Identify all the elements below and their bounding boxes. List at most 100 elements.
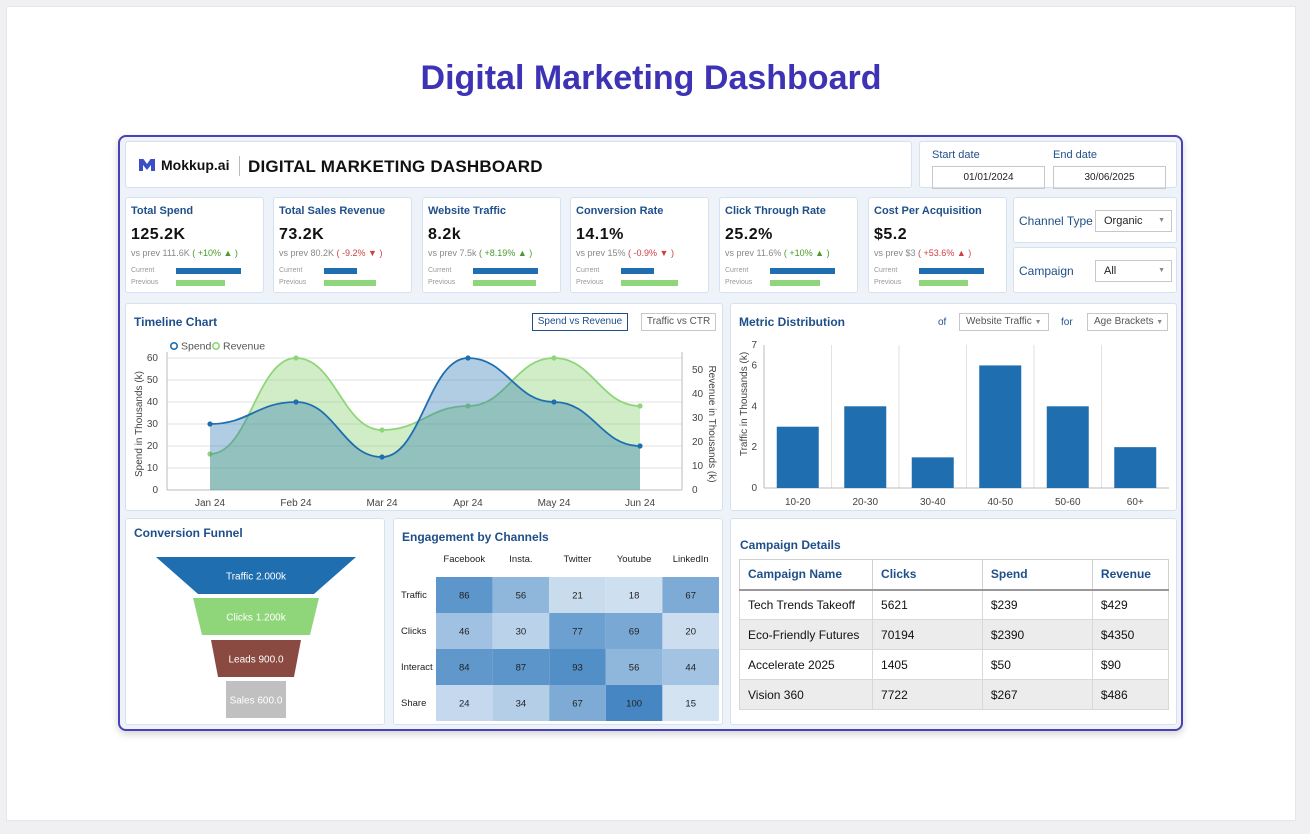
kpi-card-total-spend[interactable]: Total Spend 125.2K vs prev 111.6K ( +10% ▲…: [125, 197, 264, 293]
y-tick-label: 6: [751, 360, 757, 371]
heatmap-cell-value: 15: [685, 699, 696, 710]
table-row[interactable]: Accelerate 2025 1405 $50 $90: [738, 649, 1169, 680]
heatmap-cell-value: 87: [516, 663, 527, 674]
kpi-prev-line: vs prev 11.6% ( +10% ▲ ): [725, 248, 830, 258]
kpi-previous-label: Previous: [725, 279, 753, 286]
revenue-area: [210, 358, 640, 490]
y-tick-label: 4: [751, 401, 757, 412]
dimension-select[interactable]: Age Brackets ▼: [1087, 313, 1168, 331]
bar-30-40: [911, 457, 954, 488]
col-clicks[interactable]: Clicks: [872, 559, 983, 591]
heatmap-cell: [605, 577, 663, 613]
kpi-prev-value: vs prev 7.5k: [428, 248, 477, 258]
cell-spend: $2390: [981, 619, 1093, 650]
heatmap-cell: [436, 685, 493, 721]
start-date-input[interactable]: 01/01/2024: [932, 166, 1045, 189]
col-campaign-name[interactable]: Campaign Name: [738, 559, 874, 591]
kpi-prev-line: vs prev 7.5k ( +8.19% ▲ ): [428, 248, 532, 258]
chevron-down-icon: ▼: [1158, 217, 1165, 224]
cell-revenue: $4350: [1091, 619, 1169, 650]
y-tick-label: 60: [147, 353, 159, 364]
campaign-value: All: [1104, 265, 1117, 277]
logo[interactable]: Mokkup.ai: [138, 157, 229, 173]
dashboard-title: DIGITAL MARKETING DASHBOARD: [248, 157, 543, 176]
campaign-label: Campaign: [1019, 264, 1074, 278]
mokkup-logo-icon: [139, 159, 155, 171]
col-revenue[interactable]: Revenue: [1091, 559, 1169, 591]
campaign-table-viewport[interactable]: Campaign Name Clicks Spend Revenue Tech …: [731, 519, 1169, 724]
kpi-current-label: Current: [725, 267, 749, 274]
kpi-card-conversion-rate[interactable]: Conversion Rate 14.1% vs prev 15% ( -0.9% …: [570, 197, 709, 293]
revenue-line: [209, 357, 641, 455]
kpi-value: $5.2: [874, 226, 908, 243]
traffic-vs-ctr-toggle[interactable]: Traffic vs CTR: [641, 313, 716, 331]
start-date-label: Start date: [932, 149, 980, 161]
legend-marker: [169, 341, 178, 350]
y-tick-label: 20: [147, 441, 159, 452]
revenue-point: [465, 403, 471, 409]
end-date-input[interactable]: 30/06/2025: [1053, 166, 1166, 189]
kpi-previous-label: Previous: [428, 279, 456, 286]
logo-text: Mokkup.ai: [161, 157, 230, 173]
heatmap-cell: [662, 613, 719, 649]
campaign-filter: Campaign All ▼: [1013, 247, 1177, 293]
kpi-change-badge: ( +10% ▲ ): [192, 248, 238, 258]
heatmap-cell: [549, 685, 606, 721]
heatmap-row-label: Interact: [401, 662, 433, 673]
chevron-down-icon: ▼: [1156, 319, 1164, 326]
kpi-card-click-through-rate[interactable]: Click Through Rate 25.2% vs prev 11.6% ( +…: [719, 197, 858, 293]
spend-area: [210, 358, 640, 490]
spend-vs-revenue-toggle[interactable]: Spend vs Revenue: [532, 313, 628, 331]
cell-revenue: $429: [1091, 589, 1169, 620]
heatmap-column-label: Twitter: [564, 554, 592, 565]
y-axis-title: Traffic in Thousands (k): [739, 352, 750, 456]
kpi-current-bar: [324, 268, 357, 274]
kpi-title: Website Traffic: [428, 205, 507, 217]
heatmap-cell-value: 56: [516, 591, 527, 602]
col-spend[interactable]: Spend: [981, 559, 1093, 591]
x-tick-label: May 24: [538, 498, 571, 509]
heatmap-cell: [492, 577, 550, 613]
dashboard-header: Mokkup.ai DIGITAL MARKETING DASHBOARD: [125, 141, 912, 188]
heatmap-cell-value: 24: [459, 699, 470, 710]
heatmap-column-label: Youtube: [617, 554, 652, 565]
kpi-current-bar: [473, 268, 538, 274]
kpi-card-total-sales-revenue[interactable]: Total Sales Revenue 73.2K vs prev 80.2K ( …: [273, 197, 412, 293]
heatmap-cell: [662, 649, 719, 685]
channel-type-select[interactable]: Organic ▼: [1095, 210, 1172, 232]
spend-point: [207, 421, 213, 427]
heatmap-cell: [436, 577, 493, 613]
table-row[interactable]: Eco-Friendly Futures 70194 $2390 $4350: [738, 619, 1169, 650]
kpi-title: Total Sales Revenue: [279, 205, 386, 217]
kpi-previous-bar: [919, 280, 968, 286]
kpi-card-website-traffic[interactable]: Website Traffic 8.2k vs prev 7.5k ( +8.19%…: [422, 197, 561, 293]
heatmap-cell-value: 84: [459, 663, 470, 674]
kpi-prev-value: vs prev 111.6K: [131, 248, 190, 258]
cell-revenue: $90: [1091, 649, 1169, 680]
table-row[interactable]: Tech Trends Takeoff 5621 $239 $429: [738, 589, 1169, 620]
heatmap-cell: [492, 649, 550, 685]
y2-tick-label: 30: [692, 413, 704, 424]
header-divider: [239, 156, 240, 176]
kpi-current-bar: [770, 268, 835, 274]
x-tick-label: 50-60: [1055, 497, 1081, 508]
kpi-current-label: Current: [279, 267, 303, 274]
engagement-heatmap: Facebook Insta. Twitter Youtube LinkedIn Traf…: [401, 554, 719, 721]
kpi-prev-value: vs prev 11.6%: [725, 248, 782, 258]
conversion-funnel-title: Conversion Funnel: [134, 526, 243, 540]
campaign-select[interactable]: All ▼: [1095, 260, 1172, 282]
metric-select[interactable]: Website Traffic ▼: [959, 313, 1049, 331]
x-tick-label: Feb 24: [280, 498, 312, 509]
kpi-prev-line: vs prev 111.6K ( +10% ▲ ): [131, 248, 238, 258]
heatmap-cell: [605, 613, 663, 649]
heatmap-column-label: Insta.: [509, 554, 532, 565]
heatmap-cell-value: 67: [572, 699, 583, 710]
revenue-point: [293, 355, 299, 361]
kpi-card-cost-per-acquisition[interactable]: Cost Per Acquisition $5.2 vs prev $3 ( +53…: [868, 197, 1007, 293]
table-row[interactable]: Vision 360 7722 $267 $486: [738, 679, 1169, 710]
kpi-title: Total Spend: [131, 205, 194, 217]
cell-campaign-name: Tech Trends Takeoff: [738, 589, 874, 620]
bar-20-30: [844, 406, 887, 488]
heatmap-cell: [436, 613, 493, 649]
end-date-label: End date: [1053, 149, 1098, 161]
